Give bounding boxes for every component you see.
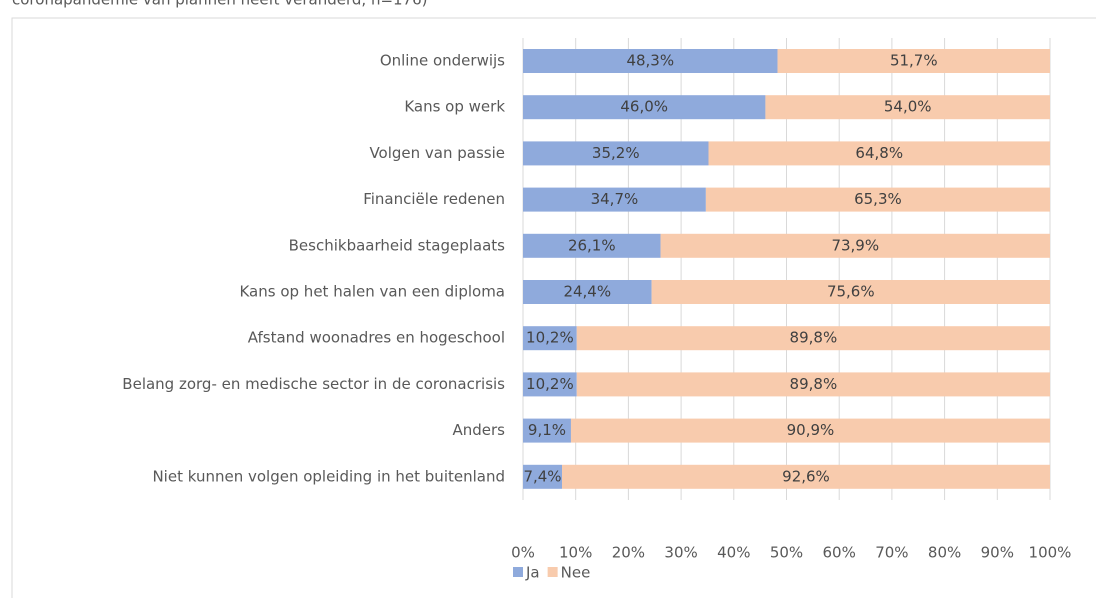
y-tick-label: Kans op het halen van een diploma [239,283,505,301]
bar-segment [777,49,1050,73]
x-tick-label: 90% [981,544,1014,562]
chart-frame [11,17,1096,598]
data-label: 90,9% [787,421,835,439]
data-label: 10,2% [526,329,574,347]
legend-swatch [513,567,523,577]
data-label: 24,4% [563,283,611,301]
data-label: 89,8% [790,375,838,393]
bar-segment [523,372,577,397]
x-tick-label: 10% [559,544,592,562]
bar-segment [523,418,571,443]
bar-segment [523,326,577,351]
data-label: 64,8% [855,144,903,162]
data-label: 48,3% [626,52,674,70]
bar-segment [705,187,1050,212]
bar-segment [523,464,562,489]
y-tick-label: Kans op werk [404,98,505,116]
x-tick-label: 40% [717,544,750,562]
bar-segment [576,372,1050,397]
x-tick-label: 100% [1029,544,1072,562]
bar-segment [523,95,766,120]
data-label: 54,0% [884,98,932,116]
bar-segment [765,95,1050,120]
x-tick-label: 30% [664,544,697,562]
bar-segment [570,418,1050,443]
bar-segment [523,187,706,212]
y-tick-label: Afstand woonadres en hogeschool [248,329,505,347]
y-tick-label: Financiële redenen [363,190,505,208]
bar-segment [523,49,778,73]
data-label: 73,9% [831,236,879,254]
data-label: 34,7% [591,190,639,208]
bar-segment [523,233,661,258]
x-tick-label: 70% [875,544,908,562]
data-label: 26,1% [568,236,616,254]
x-tick-label: 20% [612,544,645,562]
bar-segment [660,233,1050,258]
data-label: 7,4% [523,467,561,485]
legend-swatch [547,567,558,577]
legend-label: Nee [561,564,591,582]
bar-segment [561,464,1050,489]
data-label: 9,1% [528,421,566,439]
y-tick-label: Volgen van passie [369,144,505,162]
x-tick-label: 50% [770,544,803,562]
data-label: 35,2% [592,144,640,162]
x-tick-label: 0% [511,544,535,562]
data-label: 51,7% [890,52,938,70]
y-tick-label: Beschikbaarheid stageplaats [289,236,506,254]
data-label: 10,2% [526,375,574,393]
data-label: 65,3% [854,190,902,208]
data-label: 46,0% [620,98,668,116]
x-tick-label: 80% [928,544,961,562]
y-tick-label: Belang zorg- en medische sector in de co… [122,375,505,393]
data-label: 92,6% [782,467,830,485]
x-tick-label: 60% [823,544,856,562]
y-tick-label: Niet kunnen volgen opleiding in het buit… [152,467,505,485]
chart-title: coronapandemie van plannen heeft verande… [12,0,428,9]
legend-label: Ja [525,564,540,582]
data-label: 75,6% [827,283,875,301]
bar-segment [651,280,1050,304]
bar-segment [576,326,1050,351]
bar-segment [523,141,709,166]
y-tick-label: Online onderwijs [380,52,505,70]
data-label: 89,8% [790,329,838,347]
y-tick-label: Anders [453,421,506,439]
bar-segment [708,141,1050,166]
bar-segment [523,280,652,304]
